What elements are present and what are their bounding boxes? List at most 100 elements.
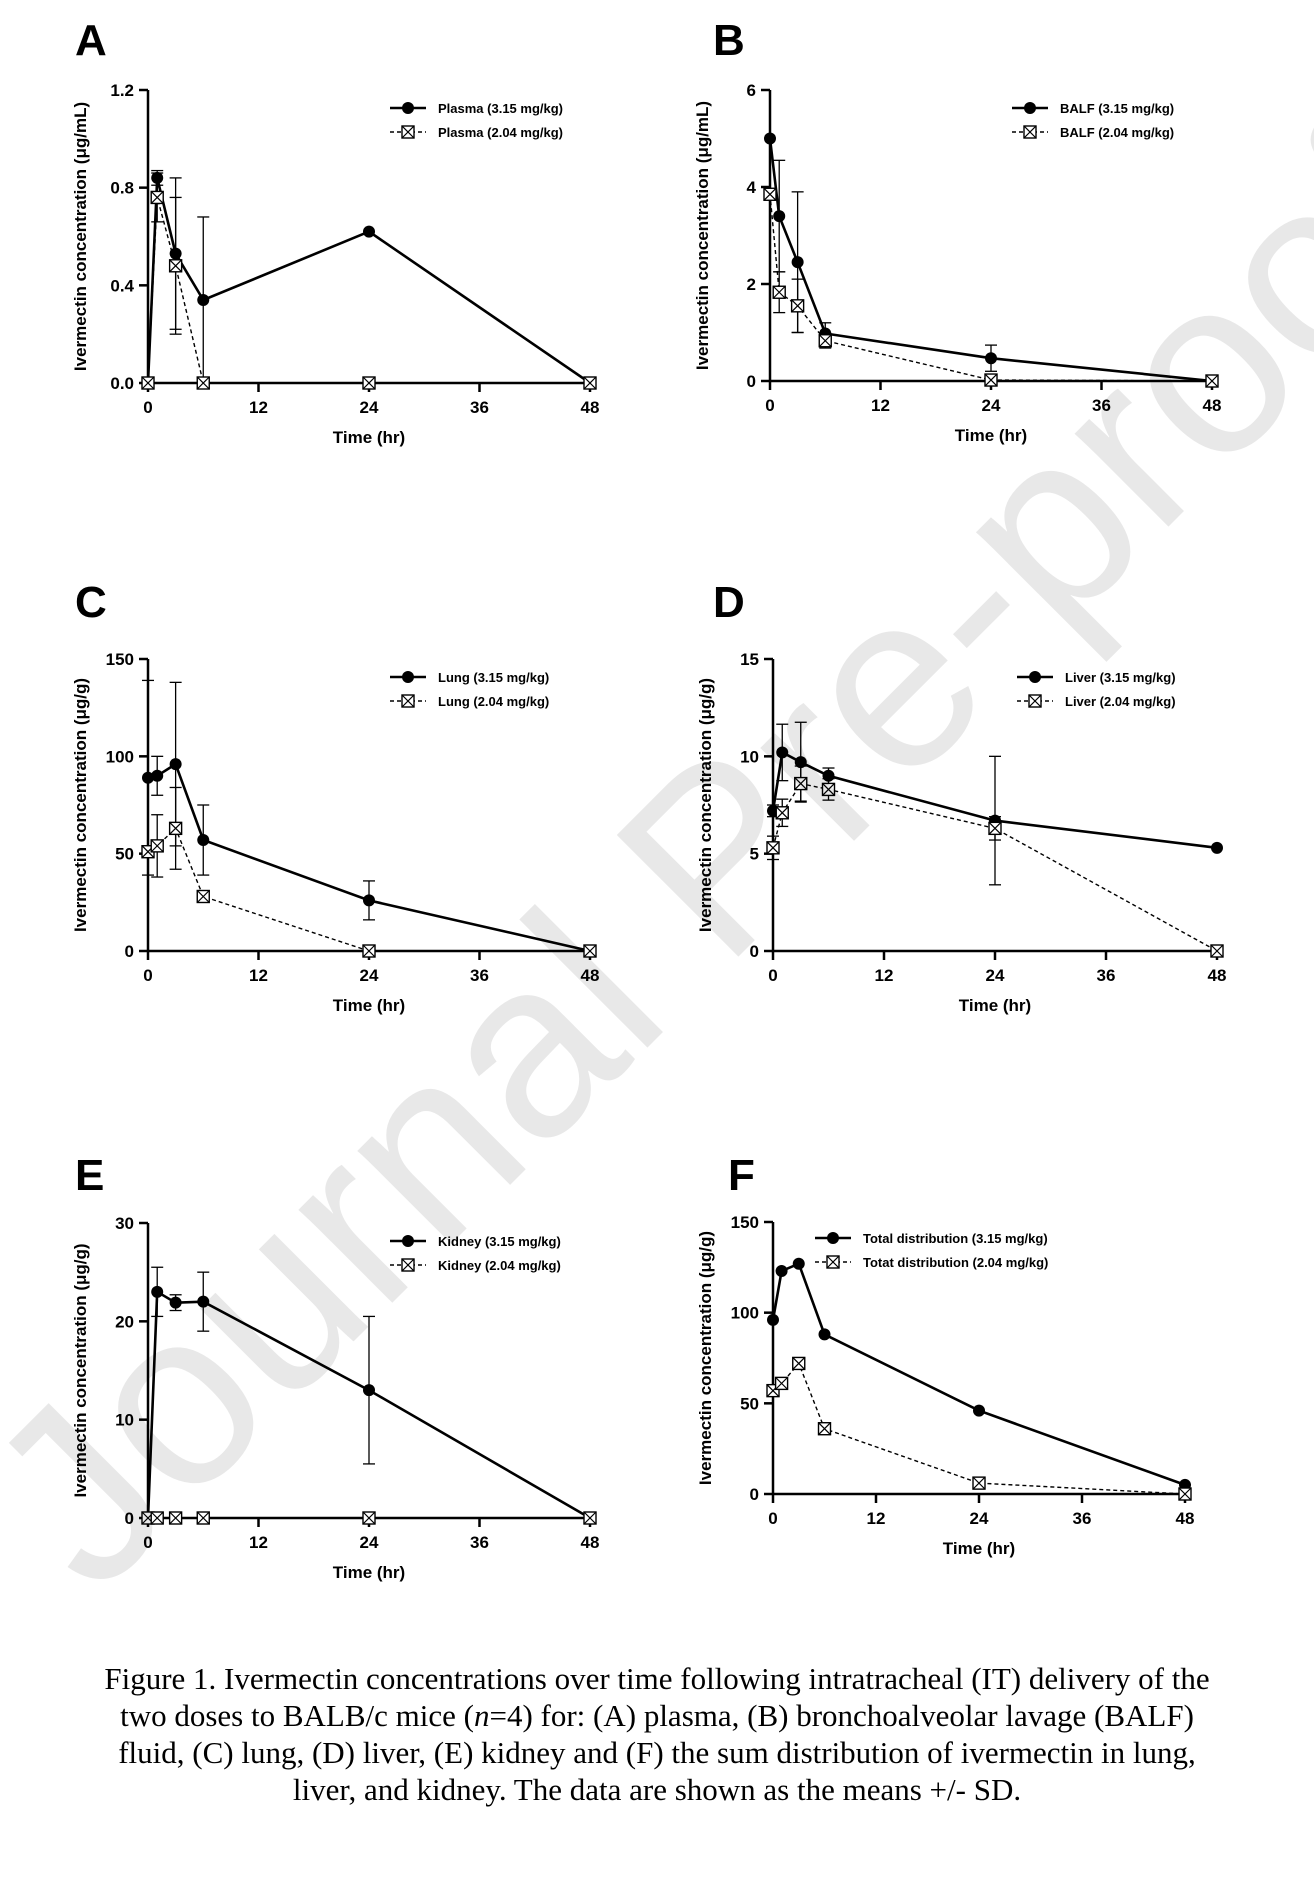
marker-cross	[362, 376, 376, 390]
y-tick-label: 50	[740, 1394, 759, 1413]
data-point	[583, 376, 597, 390]
data-point	[763, 187, 777, 201]
y-tick-label: 0.4	[110, 276, 134, 295]
x-tick-label: 12	[249, 398, 268, 417]
y-tick-label: 20	[115, 1312, 134, 1331]
marker-cross	[818, 334, 832, 348]
data-point	[972, 1476, 986, 1490]
data-point	[773, 210, 786, 223]
data-point	[1205, 374, 1219, 388]
y-tick-label: 150	[731, 1213, 759, 1232]
x-tick-label: 36	[470, 398, 489, 417]
marker-cross	[772, 285, 786, 299]
y-axis-title: Ivermectin concentration (μg/g)	[71, 1243, 90, 1497]
marker-cross	[196, 376, 210, 390]
data-point	[168, 821, 183, 836]
x-axis-title: Time (hr)	[333, 428, 405, 447]
y-tick-label: 4	[747, 178, 757, 197]
data-point	[818, 1328, 831, 1341]
legend-label: Plasma (3.15 mg/kg)	[438, 101, 563, 116]
marker-cross	[822, 783, 835, 796]
legend-label: Liver (2.04 mg/kg)	[1065, 694, 1176, 709]
legend-label: BALF (2.04 mg/kg)	[1060, 125, 1174, 140]
x-tick-label: 48	[1203, 396, 1222, 415]
marker-cross	[775, 806, 789, 820]
data-point	[168, 259, 183, 273]
series-high-dose	[142, 169, 596, 389]
x-tick-label: 48	[581, 966, 600, 985]
marker-cross	[766, 841, 780, 855]
data-point	[363, 1384, 375, 1397]
marker-cross	[775, 1376, 789, 1390]
data-point	[197, 1295, 210, 1308]
data-point	[150, 190, 164, 205]
caption-line-3: fluid, (C) lung, (D) liver, (E) kidney a…	[118, 1735, 1196, 1770]
data-point	[169, 758, 182, 771]
x-tick-label: 36	[1073, 1509, 1092, 1528]
x-tick-label: 12	[875, 966, 894, 985]
y-axis-title: Ivermectin concentration (μg/mL)	[71, 102, 90, 371]
data-point	[817, 1422, 832, 1436]
data-point	[1211, 841, 1223, 854]
data-point	[791, 256, 804, 269]
data-point	[141, 376, 155, 390]
data-point	[362, 376, 376, 390]
marker-cross	[401, 125, 415, 139]
legend-label: Plasma (2.04 mg/kg)	[438, 125, 563, 140]
legend-label: Kidney (2.04 mg/kg)	[438, 1258, 561, 1273]
y-tick-label: 0	[750, 942, 759, 961]
legend-marker	[827, 1232, 839, 1244]
legend-label: Totat distribution (2.04 mg/kg)	[863, 1255, 1048, 1270]
series-low-dose	[141, 172, 597, 390]
legend-marker	[826, 1255, 840, 1269]
data-point	[767, 1313, 779, 1326]
data-point	[792, 1257, 805, 1270]
data-point	[168, 1511, 183, 1525]
data-point	[821, 782, 836, 797]
x-tick-label: 12	[871, 396, 890, 415]
marker-cross	[141, 376, 155, 390]
series-low-dose	[141, 786, 597, 958]
x-axis-title: Time (hr)	[943, 1539, 1015, 1558]
legend-marker	[1029, 671, 1041, 683]
data-point	[151, 769, 164, 782]
series-high-dose	[142, 679, 596, 957]
marker-cross	[818, 1422, 831, 1436]
marker-cross	[401, 1258, 415, 1272]
legend-label: Total distribution (3.15 mg/kg)	[863, 1231, 1048, 1246]
caption-line-4: liver, and kidney. The data are shown as…	[292, 1772, 1022, 1807]
x-tick-label: 0	[768, 966, 777, 985]
panel-letter: B	[713, 16, 745, 65]
series-line	[771, 1261, 1186, 1487]
legend-marker	[401, 694, 415, 708]
x-tick-label: 12	[867, 1509, 886, 1528]
x-tick-label: 48	[581, 398, 600, 417]
legend-marker	[1023, 125, 1037, 139]
marker-cross	[1205, 374, 1219, 388]
data-point	[150, 1511, 164, 1525]
y-tick-label: 10	[740, 747, 759, 766]
series-low-dose	[766, 1356, 1192, 1501]
marker-cross	[583, 376, 597, 390]
series-low-dose	[141, 1511, 597, 1525]
marker-cross	[794, 777, 808, 791]
y-tick-label: 1.2	[110, 81, 134, 100]
data-point	[984, 373, 998, 387]
series-high-dose	[142, 1266, 596, 1524]
marker-cross	[826, 1255, 840, 1269]
data-point	[790, 299, 805, 313]
data-point	[973, 1404, 985, 1417]
marker-cross	[196, 1511, 210, 1525]
marker-cross	[1178, 1487, 1192, 1501]
y-axis-title: Ivermectin concentration (μg/g)	[71, 678, 90, 932]
panel-letter: C	[75, 578, 107, 627]
y-tick-label: 30	[115, 1214, 134, 1233]
panel-letter: E	[75, 1151, 104, 1200]
legend-marker	[402, 671, 414, 683]
y-tick-label: 100	[731, 1304, 759, 1323]
data-point	[1210, 944, 1224, 958]
x-axis-title: Time (hr)	[955, 426, 1027, 445]
legend-marker	[1028, 694, 1042, 708]
marker-cross	[583, 944, 597, 958]
legend-label: Lung (3.15 mg/kg)	[438, 670, 549, 685]
